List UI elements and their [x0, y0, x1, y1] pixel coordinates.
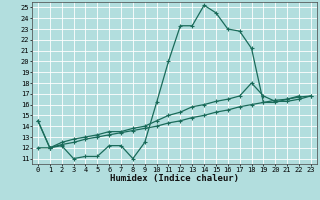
X-axis label: Humidex (Indice chaleur): Humidex (Indice chaleur) — [110, 174, 239, 183]
